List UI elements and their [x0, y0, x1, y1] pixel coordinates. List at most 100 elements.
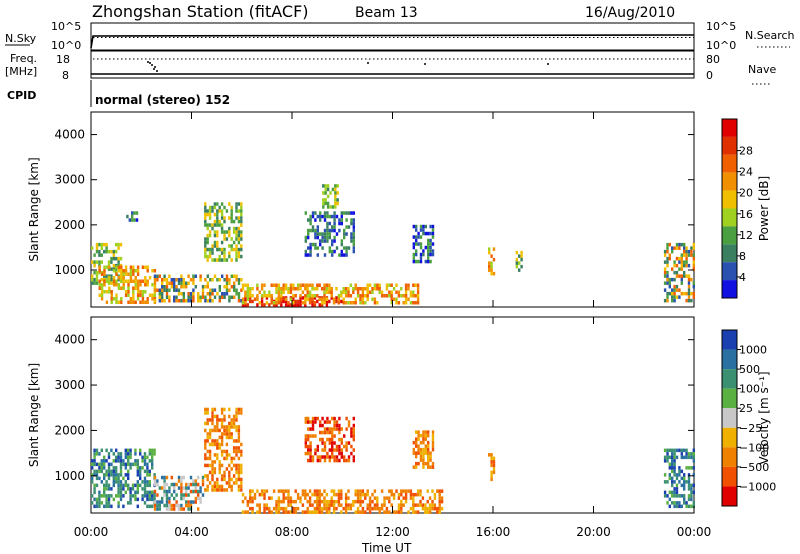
echo-cell [220, 411, 224, 415]
echo-cell [366, 297, 369, 301]
echo-cell [326, 420, 329, 424]
echo-cell [663, 249, 667, 254]
echo-cell [235, 449, 238, 454]
echo-cell [197, 496, 200, 501]
echo-cell [331, 437, 334, 442]
echo-cell [156, 500, 159, 504]
echo-cell [235, 463, 238, 468]
echo-cell [107, 494, 111, 498]
echo-cell [105, 469, 108, 474]
echo-cell [335, 232, 339, 236]
echo-cell [216, 453, 219, 457]
echo-cell [275, 303, 278, 307]
echo-cell [216, 278, 219, 282]
y-axis-title: Slant Range [km] [27, 363, 41, 467]
echo-cell [675, 473, 679, 477]
echo-cell [683, 246, 686, 250]
echo-cell [685, 448, 688, 453]
echo-cell [100, 260, 103, 264]
echo-cell [206, 407, 209, 412]
echo-cell [105, 487, 108, 491]
echo-cell [213, 488, 217, 492]
echo-cell [139, 293, 142, 297]
echo-cell [426, 506, 429, 511]
echo-cell [272, 506, 276, 511]
echo-cell [112, 469, 115, 474]
echo-cell [268, 303, 271, 307]
echo-cell [173, 507, 176, 511]
echo-cell [352, 427, 355, 431]
echo-cell [213, 425, 217, 429]
echo-cell [275, 297, 278, 301]
echo-cell [680, 494, 683, 498]
echo-cell [680, 256, 683, 261]
echo-cell [356, 499, 360, 504]
echo-cell [673, 487, 676, 491]
echo-cell [412, 465, 415, 469]
echo-cell [213, 460, 217, 464]
echo-cell [223, 295, 226, 299]
echo-cell [208, 223, 212, 227]
echo-cell [319, 214, 322, 219]
echo-cell [124, 452, 127, 456]
echo-cell [185, 299, 188, 303]
echo-cell [323, 301, 326, 305]
echo-cell [95, 270, 99, 275]
echo-cell [175, 493, 178, 497]
echo-cell [153, 274, 157, 278]
echo-cell [256, 283, 259, 287]
colorbar-frame [721, 329, 738, 507]
echo-cell [120, 300, 123, 304]
echo-cell [230, 212, 233, 217]
echo-cell [107, 497, 111, 502]
echo-cell [189, 500, 193, 504]
echo-cell [416, 301, 420, 305]
echo-cell [91, 459, 94, 463]
echo-cell [204, 456, 207, 461]
echo-cell [165, 281, 169, 285]
echo-cell [678, 256, 681, 261]
echo-cell [175, 288, 178, 292]
echo-cell [117, 459, 120, 463]
echo-cell [354, 489, 357, 493]
echo-cell [431, 252, 435, 257]
echo-cell [675, 501, 679, 505]
echo-cell [427, 231, 430, 236]
echo-cell [100, 246, 103, 250]
echo-cell [209, 288, 212, 292]
echo-cell [197, 507, 200, 511]
echo-cell [675, 288, 679, 292]
echo-cell [380, 503, 384, 507]
echo-cell [127, 483, 130, 488]
echo-cell [307, 437, 310, 442]
echo-cell [340, 510, 343, 514]
echo-cell [350, 444, 353, 449]
echo-cell [146, 466, 149, 470]
echo-cell [263, 283, 266, 287]
echo-cell [182, 486, 185, 490]
echo-cell [668, 455, 671, 460]
echo-cell [117, 480, 120, 484]
echo-cell [356, 492, 360, 497]
echo-cell [122, 279, 125, 283]
echo-cell [117, 473, 120, 477]
echo-cell [230, 247, 233, 252]
echo-cell [328, 448, 331, 452]
echo-cell [331, 455, 334, 459]
echo-cell [343, 211, 346, 215]
echo-cell [136, 466, 139, 470]
echo-cell [136, 480, 139, 484]
echo-cell [129, 501, 132, 505]
echo-cell [340, 221, 343, 226]
echo-cell [678, 267, 681, 271]
echo-cell [115, 469, 118, 474]
echo-cell [412, 245, 415, 250]
echo-cell [206, 247, 209, 252]
echo-cell [685, 501, 688, 505]
echo-cell [235, 288, 238, 292]
echo-cell [218, 285, 221, 289]
echo-cell [296, 287, 300, 291]
echo-cell [103, 459, 106, 463]
echo-cell [490, 477, 493, 482]
echo-cell [412, 447, 415, 452]
